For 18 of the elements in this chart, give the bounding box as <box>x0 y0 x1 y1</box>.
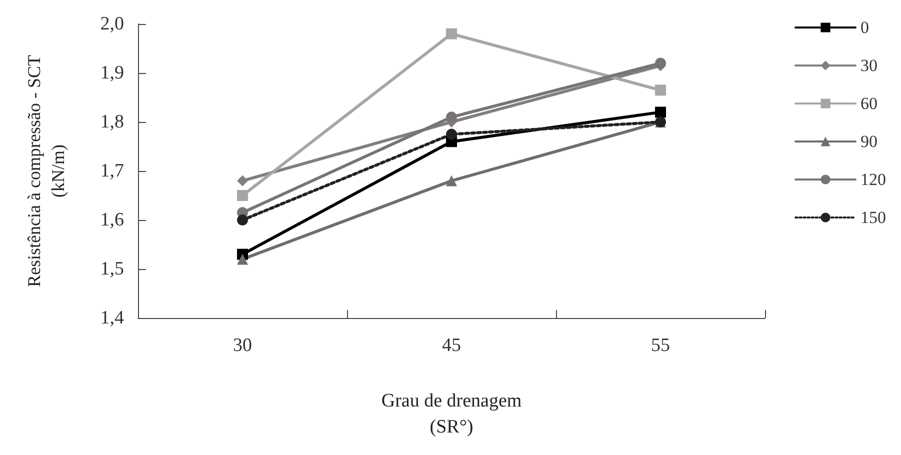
legend-label: 0 <box>860 18 869 37</box>
x-tick-label: 45 <box>442 335 461 356</box>
legend-label: 150 <box>860 208 886 227</box>
y-tick-label: 1,9 <box>100 62 124 84</box>
legend-label: 30 <box>860 56 878 75</box>
x-axis-title: Grau de drenagem (SR°) <box>381 390 522 438</box>
legend-label: 120 <box>860 170 886 189</box>
y-tick-label: 1,6 <box>100 210 124 230</box>
y-tick-label: 1,5 <box>100 258 124 280</box>
y-axis-title: Resistência à compressão - SCT (kN/m) <box>24 55 68 287</box>
y-tick-label: 2,0 <box>100 14 124 34</box>
x-tick-label: 55 <box>651 335 670 356</box>
y-tick-label: 1,4 <box>100 308 124 328</box>
legend-label: 60 <box>860 94 878 113</box>
y-tick-label: 1,7 <box>100 160 124 182</box>
x-tick-label: 30 <box>233 335 252 356</box>
legend-label: 90 <box>860 132 878 151</box>
y-tick-label: 1,8 <box>100 112 124 132</box>
